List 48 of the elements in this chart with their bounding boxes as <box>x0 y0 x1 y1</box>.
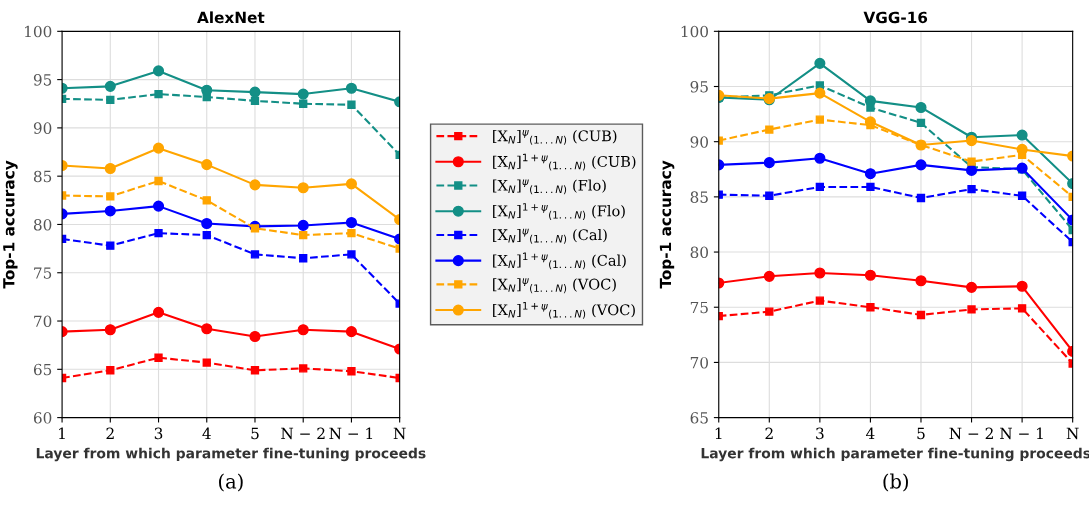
y-tick-label: 95 <box>690 80 708 93</box>
y-tick-label: 70 <box>690 356 708 369</box>
legend-label: [X$_{N}$]$^{ψ}$$_{(1...N)}$ (VOC) <box>493 278 616 294</box>
x-tick-label: N − 2 <box>949 427 993 440</box>
y-tick-label: 75 <box>690 301 708 314</box>
legend-label: [X$_{N}$]$^{1+ψ}$$_{(1...N)}$ (Flo) <box>493 203 625 220</box>
x-tick-label: N − 1 <box>329 427 373 440</box>
legend-label: [X$_{N}$]$^{1+ψ}$$_{(1...N)}$ (Cal) <box>493 252 626 270</box>
chart-title: AlexNet <box>197 11 265 24</box>
legend-label: [X$_{N}$]$^{ψ}$$_{(1...N)}$ (CUB) <box>493 129 617 145</box>
y-tick-label: 70 <box>34 315 52 328</box>
y-tick-label: 60 <box>33 412 52 424</box>
y-tick-label: 100 <box>681 25 708 38</box>
x-tick-label: N − 1 <box>1000 427 1043 440</box>
y-tick-label: 90 <box>33 122 52 134</box>
y-tick-label: 85 <box>33 170 52 183</box>
x-tick-label: 5 <box>917 427 925 440</box>
x-tick-label: 3 <box>816 427 824 440</box>
x-axis-title: Layer from which parameter fine-tuning proceeds <box>36 447 426 462</box>
legend-label: [X$_{N}$]$^{1+ψ}$$_{(1...N)}$ (CUB) <box>493 153 636 171</box>
x-tick-label: N − 2 <box>281 427 325 440</box>
x-tick-label: 2 <box>106 427 114 439</box>
y-tick-label: 90 <box>690 136 708 148</box>
chart-title: VGG-16 <box>863 11 928 24</box>
y-axis-title: Top-1 accuracy <box>3 160 18 289</box>
text: (a) <box>219 473 243 492</box>
x-tick-label: 2 <box>765 427 773 439</box>
x-tick-label: 5 <box>251 427 259 440</box>
x-tick-label: 1 <box>715 427 722 439</box>
y-axis-title: Top-1 accuracy <box>659 160 675 289</box>
x-tick-label: 3 <box>154 427 163 440</box>
y-tick-label: 100 <box>25 25 52 38</box>
x-tick-label: 4 <box>866 427 875 439</box>
legend-label: [X$_{N}$]$^{1+ψ}$$_{(1...N)}$ (VOC) <box>493 302 635 319</box>
y-tick-label: 65 <box>33 363 52 376</box>
legend-label: [X$_{N}$]$^{ψ}$$_{(1...N)}$ (Flo) <box>493 179 606 195</box>
y-tick-label: 75 <box>34 267 52 279</box>
y-tick-label: 95 <box>33 74 52 86</box>
y-tick-label: 65 <box>690 412 708 424</box>
text: (b) <box>883 473 908 492</box>
x-tick-label: N <box>393 427 406 440</box>
y-tick-label: 80 <box>690 246 708 259</box>
x-tick-label: N <box>1066 427 1079 440</box>
y-tick-label: 80 <box>33 218 52 231</box>
legend-label: [X$_{N}$]$^{ψ}$$_{(1...N)}$ (Cal) <box>493 228 607 244</box>
x-tick-label: 1 <box>59 427 65 439</box>
x-tick-label: 4 <box>202 427 211 439</box>
y-tick-label: 85 <box>690 191 708 203</box>
